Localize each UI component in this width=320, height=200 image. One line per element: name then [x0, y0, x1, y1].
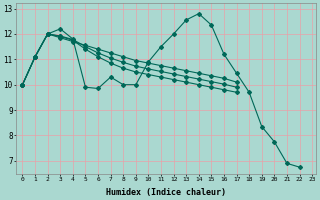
X-axis label: Humidex (Indice chaleur): Humidex (Indice chaleur) — [106, 188, 226, 197]
